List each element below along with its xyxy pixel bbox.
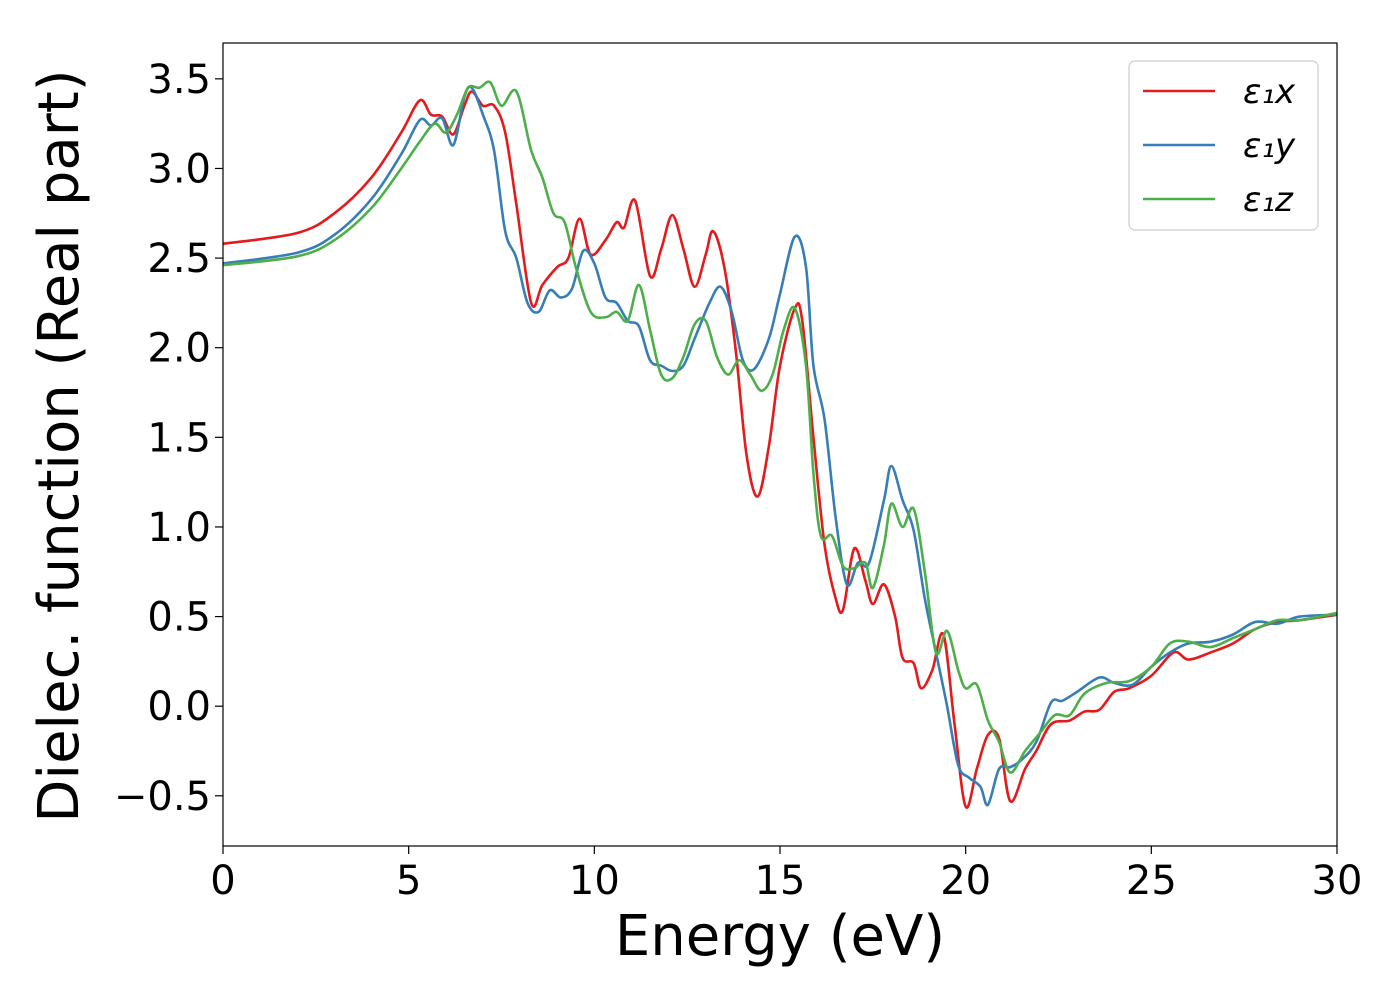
y-axis-title: Dielec. function (Real part) [27, 69, 92, 822]
x-tick-label: 5 [396, 858, 421, 904]
x-tick-label: 20 [940, 858, 991, 904]
legend-label-3: ε₁z [1243, 180, 1294, 220]
y-tick-label: 1.5 [147, 415, 211, 461]
x-axis: 0 5 10 15 20 25 30 [210, 846, 1362, 904]
y-tick-label: 3.5 [147, 57, 211, 103]
y-tick-label: 2.5 [147, 236, 211, 282]
y-tick-label: 1.0 [147, 505, 211, 551]
y-tick-label: 3.0 [147, 146, 211, 192]
x-axis-title: Energy (eV) [615, 904, 945, 969]
x-tick-label: 30 [1312, 858, 1363, 904]
series-line-2 [223, 85, 1337, 807]
y-tick-label: 0.5 [147, 595, 211, 641]
x-tick-label: 15 [755, 858, 806, 904]
legend: ε₁x ε₁y ε₁z [1128, 60, 1319, 231]
series-line-3 [223, 80, 1337, 774]
x-tick-label: 10 [569, 858, 620, 904]
x-tick-label: 25 [1126, 858, 1177, 904]
x-tick-label: 0 [210, 858, 235, 904]
legend-label-2: ε₁y [1243, 126, 1296, 166]
y-tick-label: 0.0 [147, 684, 211, 730]
y-axis: −0.5 0.0 0.5 1.0 1.5 2.0 2.5 3.0 3.5 [114, 57, 223, 820]
y-tick-label: −0.5 [114, 774, 211, 820]
legend-label-1: ε₁x [1243, 72, 1296, 112]
legend-box [1128, 60, 1319, 231]
y-tick-label: 2.0 [147, 326, 211, 372]
series-layer [223, 80, 1337, 809]
